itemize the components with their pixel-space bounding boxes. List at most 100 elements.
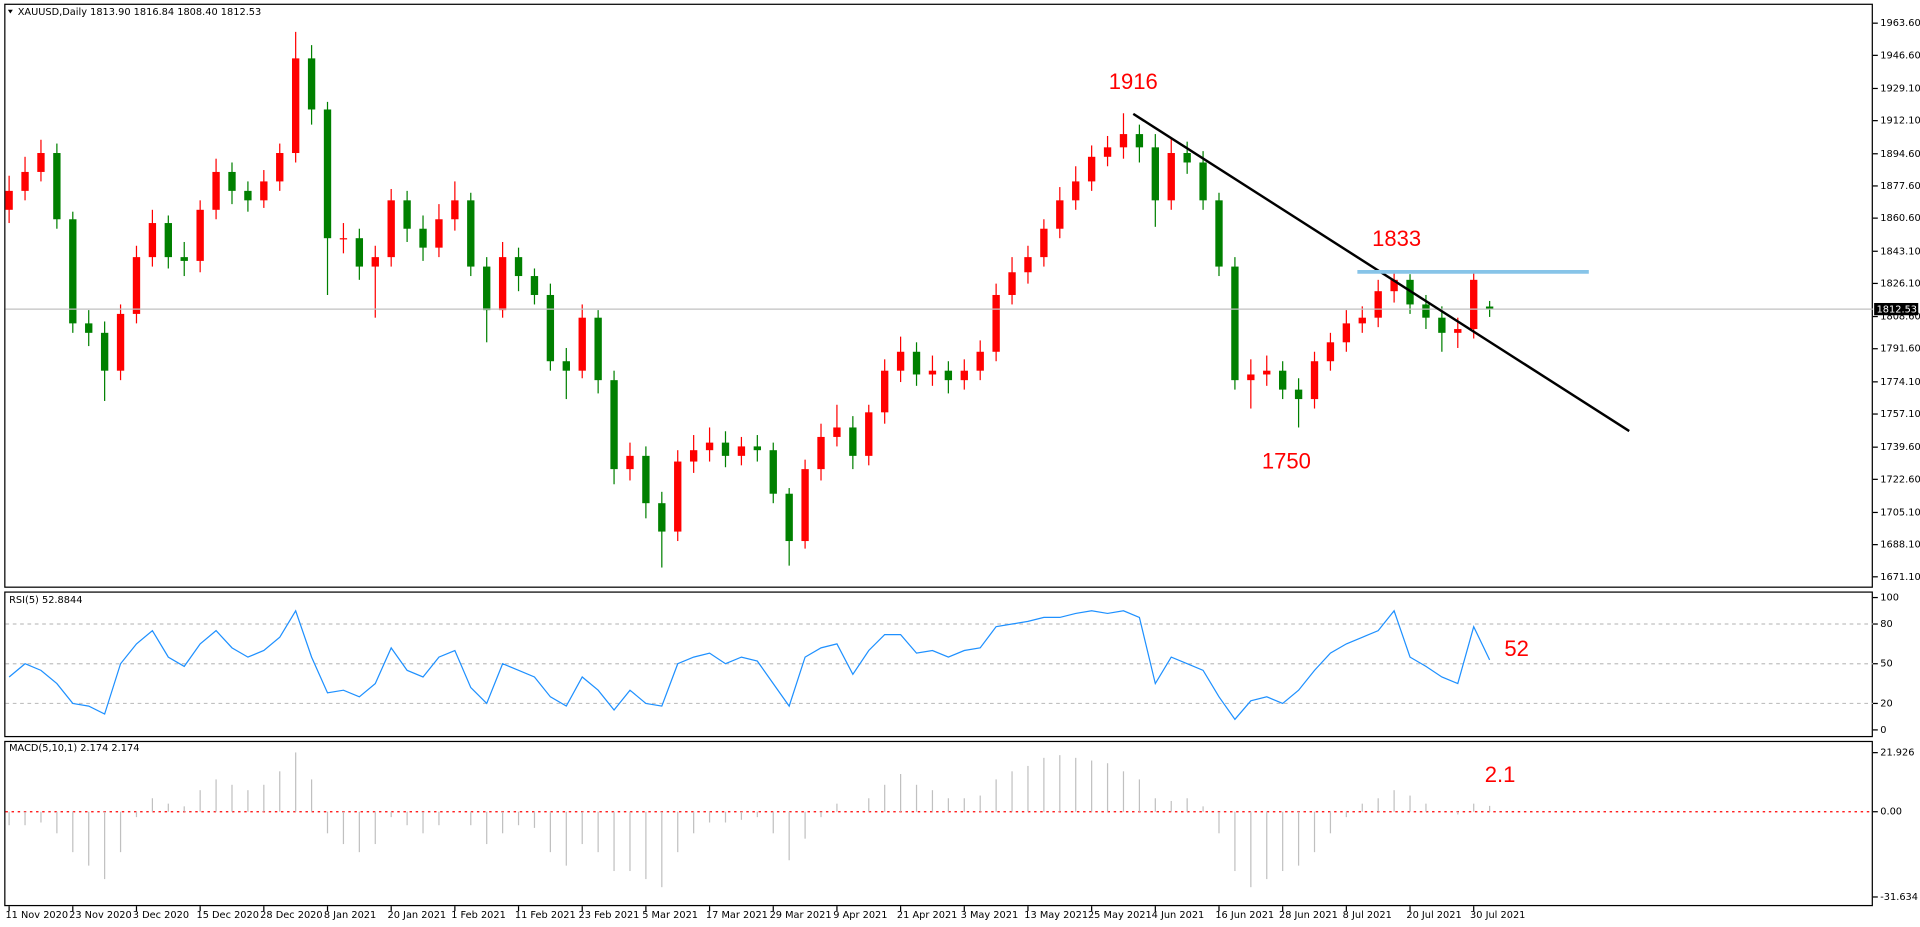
candle-body [451,200,459,220]
y-tick-label: 100 [1880,593,1899,604]
y-tick-label: 21.926 [1880,748,1914,759]
candle-body [1024,257,1032,273]
y-tick-label: 0.00 [1880,807,1902,818]
y-tick-label: -31.634 [1880,892,1918,903]
candle-body [785,493,793,542]
y-tick-label: 1688.10 [1880,540,1920,551]
candle-body [435,219,443,248]
candle-body [674,461,682,532]
annotation: 1916 [1109,69,1158,94]
y-tick-label: 1739.60 [1880,442,1920,453]
x-tick-label: 11 Nov 2020 [5,910,68,921]
macd-signal: 2.174 [111,743,139,754]
candle-body [1310,361,1319,400]
candle-body [244,190,252,201]
candle-body [37,153,45,172]
candle-body [737,446,746,456]
menu-icon[interactable] [7,9,13,14]
candle-body [1454,329,1462,333]
x-tick-label: 20 Jul 2021 [1406,910,1461,921]
candle-body [307,58,316,110]
candle-body [467,200,475,267]
candle-body [594,317,602,381]
candle-body [960,370,968,381]
candle-body [53,153,61,220]
candle-body [642,455,650,504]
y-tick-label: 1946.60 [1880,50,1920,61]
y-tick-label: 1860.60 [1880,213,1920,224]
candle-body [196,209,204,261]
candle-body [1119,134,1128,148]
candle-body [610,380,618,470]
x-tick-label: 8 Jan 2021 [324,910,376,921]
candle-body [626,455,634,470]
y-tick-label: 20 [1880,698,1892,709]
y-tick-label: 1808.60 [1880,312,1920,323]
candle-body [562,361,570,371]
candle-body [323,109,332,239]
candle-body [1103,147,1112,157]
candle-body [21,171,29,191]
candle-body [148,223,157,258]
macd-header: MACD(5,10,1) 2.174 2.174 [9,743,139,754]
y-tick-label: 1877.60 [1880,181,1920,192]
x-tick-label: 17 Mar 2021 [706,910,768,921]
candle-body [371,257,379,267]
candle-body [260,181,268,201]
candle-body [514,257,523,277]
candle-body [1183,153,1191,163]
candle-body [164,223,172,258]
macd-title: MACD(5,10,1) [9,743,77,754]
candle-body [928,370,937,375]
x-tick-label: 3 Dec 2020 [133,910,189,921]
low-value: 1808.40 [177,7,217,18]
candle-body [1422,304,1430,318]
candle-body [705,442,714,451]
x-tick-label: 29 Mar 2021 [770,910,832,921]
x-tick-label: 1 Feb 2021 [451,910,506,921]
candle-body [1199,162,1207,201]
candle-body [1358,317,1366,324]
candle-body [1342,323,1351,343]
x-tick-label: 16 Jun 2021 [1215,910,1274,921]
candle-body [1485,306,1494,310]
candle-body [546,294,555,362]
candle-body [1470,279,1478,330]
candle-body [769,450,777,494]
candle-body [1326,342,1335,362]
candle-body [291,58,300,154]
candle-body [69,219,77,324]
candle-body [1294,389,1303,400]
x-tick-label: 4 Jun 2021 [1152,910,1205,921]
x-tick-label: 30 Jul 2021 [1470,910,1525,921]
candle-body [483,266,491,311]
annotation: 2.1 [1485,762,1516,787]
x-tick-label: 9 Apr 2021 [833,910,887,921]
candle-body [1215,200,1223,267]
macd-value: 2.174 [80,743,108,754]
chart-header: XAUUSD,Daily 1813.90 1816.84 1808.40 181… [18,7,262,18]
annotation: 1750 [1262,449,1311,474]
y-tick-label: 1929.10 [1880,83,1920,94]
x-tick-label: 5 Mar 2021 [642,910,698,921]
candle-body [1135,134,1144,148]
open-value: 1813.90 [90,7,130,18]
x-tick-label: 20 Jan 2021 [388,910,447,921]
y-tick-label: 1843.10 [1880,246,1920,257]
x-tick-label: 28 Dec 2020 [260,910,323,921]
y-tick-label: 1705.10 [1880,507,1920,518]
candle-body [1056,200,1064,229]
candle-body [944,370,953,381]
rsi-title: RSI(5) [9,595,39,606]
y-tick-label: 1757.10 [1880,409,1920,420]
candle-body [355,238,364,267]
y-tick-label: 80 [1880,619,1892,630]
price-pane [4,3,1873,588]
candle-body [1263,370,1271,375]
candle-body [1279,370,1287,390]
candle-body [100,332,109,371]
last-price-box [1874,302,1919,316]
candle-body [403,200,411,229]
